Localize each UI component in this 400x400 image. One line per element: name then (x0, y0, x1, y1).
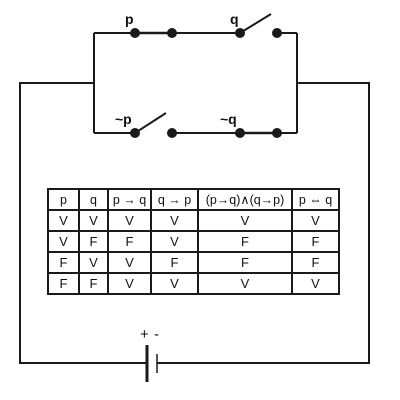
header-cell: p → q (107, 188, 152, 211)
circuit-wires (19, 13, 370, 364)
header-cell: q (78, 188, 109, 211)
wire-left (19, 82, 147, 364)
table-cell: F (291, 251, 340, 274)
table-cell: F (47, 251, 80, 274)
battery (145, 345, 158, 382)
battery-minus-sign: - (154, 326, 159, 343)
switch-label-not-q: ~q (220, 111, 237, 127)
table-cell: V (197, 272, 293, 295)
terminal-dot (235, 28, 245, 38)
terminal-dot (130, 128, 140, 138)
table-cell: V (47, 230, 80, 253)
table-cell: F (47, 272, 80, 295)
terminal-dot (272, 128, 282, 138)
header-cell: p ⇔ q (291, 188, 340, 211)
header-cell: (p→q)∧(q→p) (197, 188, 293, 211)
switch-label-q: q (230, 11, 239, 27)
truth-table: p q p → q q → p (p→q)∧(q→p) p ⇔ q V V V … (47, 188, 340, 295)
table-cell: V (291, 209, 340, 232)
table-cell: V (197, 209, 293, 232)
terminal-dot (167, 28, 177, 38)
table-cell: F (150, 251, 199, 274)
table-cell: V (107, 272, 152, 295)
table-cell: V (107, 209, 152, 232)
battery-plus-sign: + (140, 326, 149, 343)
header-cell: p (47, 188, 80, 211)
terminal-dot (272, 28, 282, 38)
table-row: F F V V V V (47, 272, 340, 295)
table-row: V V V V V V (47, 209, 340, 232)
table-cell: V (78, 251, 109, 274)
table-row: V F F V F F (47, 230, 340, 253)
switch-label-not-p: ~p (115, 111, 132, 127)
table-cell: V (107, 251, 152, 274)
table-cell: V (78, 209, 109, 232)
table-cell: F (197, 251, 293, 274)
table-cell: V (150, 209, 199, 232)
table-cell: V (150, 230, 199, 253)
table-cell: F (78, 230, 109, 253)
table-cell: V (47, 209, 80, 232)
switch-label-p: p (125, 11, 134, 27)
terminal-dot (130, 28, 140, 38)
switch-q-open (239, 13, 272, 34)
terminal-dot (235, 128, 245, 138)
table-row: F V V F F F (47, 251, 340, 274)
terminal-dot (167, 128, 177, 138)
wire-right (157, 82, 370, 364)
table-cell: F (197, 230, 293, 253)
table-cell: V (291, 272, 340, 295)
truth-table-header-row: p q p → q q → p (p→q)∧(q→p) p ⇔ q (47, 188, 340, 211)
switch-notp-open (134, 112, 167, 134)
table-cell: F (291, 230, 340, 253)
header-cell: q → p (150, 188, 199, 211)
table-cell: F (107, 230, 152, 253)
switch-terminals (130, 28, 282, 138)
table-cell: F (78, 272, 109, 295)
table-cell: V (150, 272, 199, 295)
